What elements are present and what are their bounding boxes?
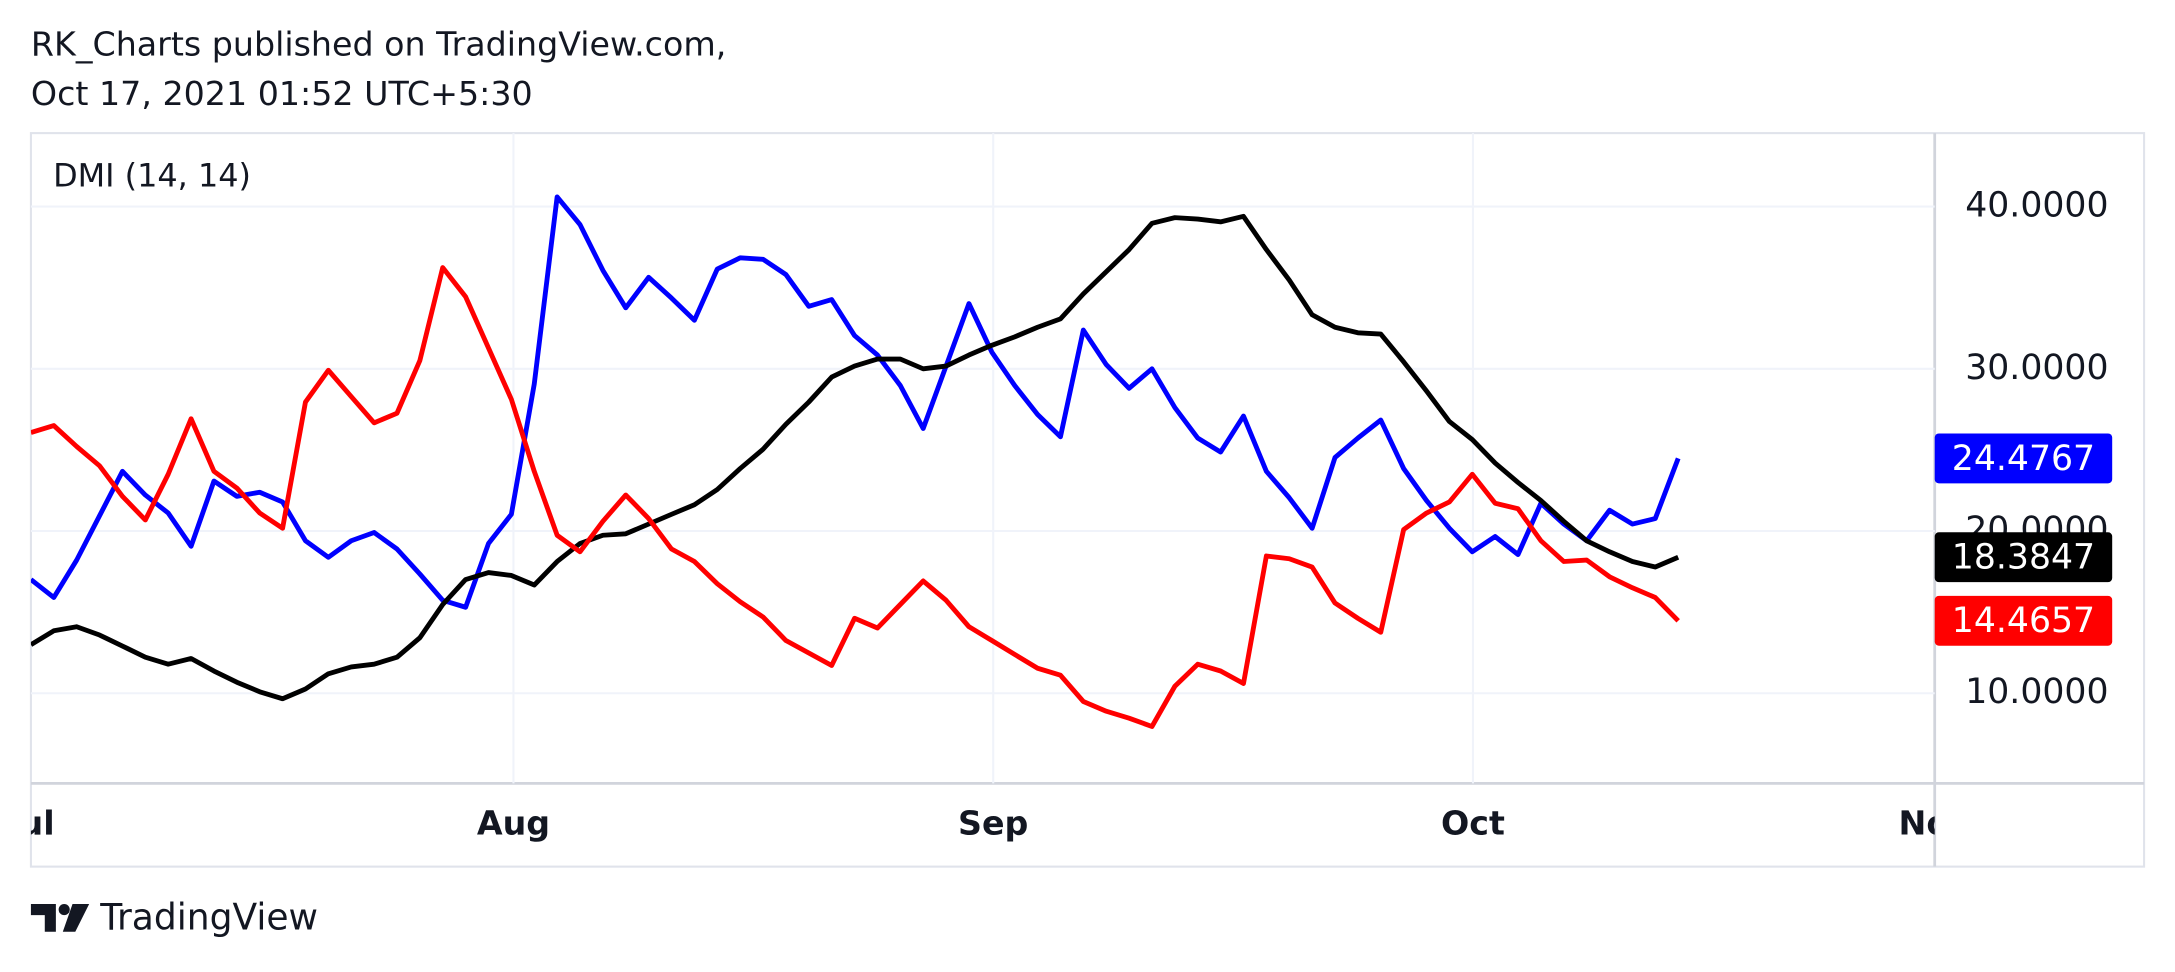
badge-box xyxy=(1934,532,2113,583)
plot xyxy=(30,194,1681,729)
series-line xyxy=(30,213,1680,702)
x-tick-label: Jul xyxy=(5,804,54,843)
header-date: Oct 17, 2021 01:52 UTC+5:30 xyxy=(31,74,533,113)
last-value-badge: 18.3847 xyxy=(1934,532,2113,583)
x-tick-label: Oct xyxy=(1441,804,1505,843)
grid xyxy=(30,133,1935,784)
tradingview-logo xyxy=(30,904,90,932)
badge-box xyxy=(1934,433,2113,484)
last-value-labels: 24.4767 18.3847 14.4657 xyxy=(1934,433,2113,646)
series-line xyxy=(30,265,1680,729)
y-tick-label: 10.0000 xyxy=(1965,672,2108,712)
x-axis: Jul Aug Sep Oct Nov xyxy=(5,804,1972,843)
badge-label: 18.3847 xyxy=(1952,538,2095,578)
x-tick-label: Aug xyxy=(477,804,550,843)
y-tick-label: 40.0000 xyxy=(1965,186,2108,226)
y-tick-label: 30.0000 xyxy=(1965,348,2108,388)
indicator-title: DMI (14, 14) xyxy=(53,156,251,194)
last-value-badge: 14.4657 xyxy=(1934,595,2113,646)
x-tick-label: Nov xyxy=(1899,804,1972,843)
badge-label: 24.4767 xyxy=(1952,439,2095,479)
last-value-badge: 24.4767 xyxy=(1934,433,2113,484)
x-tick-label: Sep xyxy=(958,804,1028,843)
header-author: RK_Charts published on TradingView.com, xyxy=(31,24,726,63)
badge-label: 14.4657 xyxy=(1952,601,2095,641)
chart-frame xyxy=(29,132,2146,868)
footer-brand: TradingView xyxy=(99,896,318,938)
badge-box xyxy=(1934,595,2113,646)
series-line xyxy=(30,194,1681,610)
